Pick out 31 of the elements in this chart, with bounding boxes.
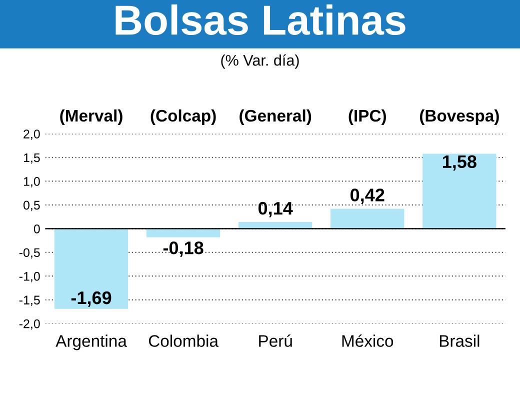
y-tick-label: -2,0	[19, 319, 40, 330]
y-tick-label: -0,5	[19, 248, 40, 259]
x-tick-label: Perú	[259, 334, 292, 347]
x-tick-label: México	[342, 334, 394, 347]
y-tick-label: 0	[34, 224, 40, 234]
bar	[238, 222, 312, 229]
x-tick-label: Brasil	[440, 334, 480, 347]
y-tick-label: 1,0	[24, 177, 40, 188]
y-tick-label: 0,5	[23, 200, 40, 212]
text: (IPC)	[348, 109, 386, 125]
y-tick-label: -1,5	[19, 296, 40, 306]
x-tick-label: Argentina	[56, 334, 127, 350]
chart-title: Bolsas Latinas	[116, 4, 406, 36]
data-label: -1,69	[71, 291, 112, 307]
y-tick-label: 1,5	[24, 153, 40, 164]
bar	[146, 228, 220, 238]
text: (Bovespa)	[420, 109, 499, 125]
bar	[54, 228, 128, 309]
text: (Colcap)	[150, 109, 216, 125]
data-label: 1,58	[442, 155, 476, 171]
text: (General)	[240, 109, 312, 125]
text: (Merval)	[60, 109, 122, 125]
data-label: 0,14	[258, 202, 293, 218]
y-tick-label: 2,0	[24, 130, 40, 140]
chart-subtitle: (% Var. día)	[221, 54, 299, 69]
bar	[330, 208, 404, 229]
data-label: 0,42	[350, 188, 384, 204]
bar	[422, 154, 496, 229]
x-tick-label: Colombia	[148, 334, 218, 347]
data-label: -0,18	[163, 241, 204, 257]
y-tick-label: -1,0	[19, 272, 40, 282]
